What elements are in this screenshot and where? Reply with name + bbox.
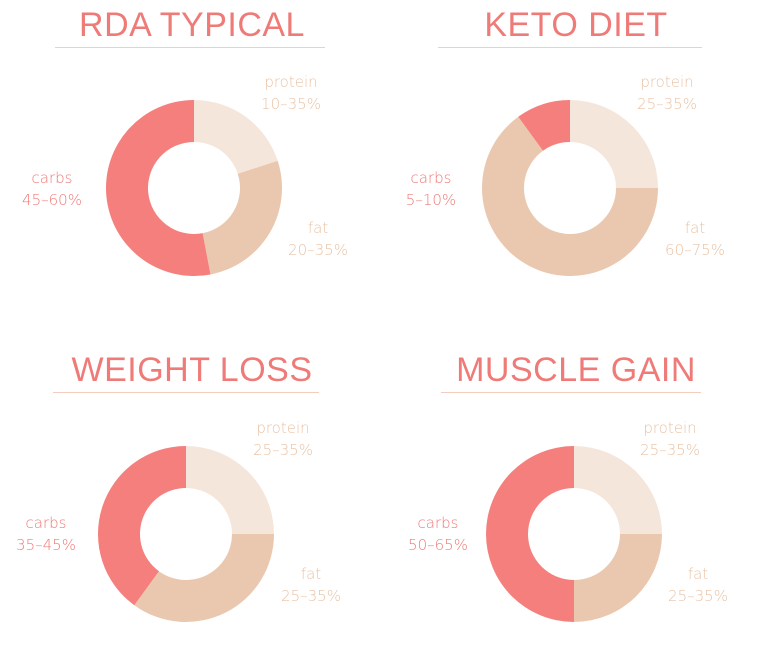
fat-label: fat 25–35% bbox=[653, 563, 743, 607]
segment-range: 5–10% bbox=[405, 191, 457, 209]
segment-name: protein bbox=[643, 419, 697, 437]
title-underline bbox=[438, 47, 702, 48]
protein-label: protein 25–35% bbox=[238, 417, 328, 461]
segment-name: carbs bbox=[25, 514, 67, 532]
carbs-slice bbox=[98, 446, 186, 606]
fat-label: fat 20–35% bbox=[273, 217, 363, 261]
protein-slice bbox=[574, 446, 662, 534]
segment-name: fat bbox=[687, 565, 709, 583]
segment-name: fat bbox=[307, 219, 329, 237]
fat-slice bbox=[574, 534, 662, 622]
fat-label: fat 60–75% bbox=[650, 217, 740, 261]
segment-range: 25–35% bbox=[668, 587, 728, 605]
protein-slice bbox=[570, 100, 658, 188]
donut-chart bbox=[98, 446, 274, 622]
protein-label: protein 25–35% bbox=[622, 71, 712, 115]
chart-muscle-gain: MUSCLE GAIN protein 25–35% fat 25–35% ca… bbox=[384, 345, 768, 670]
chart-title: MUSCLE GAIN bbox=[456, 351, 696, 389]
protein-label: protein 10–35% bbox=[246, 71, 336, 115]
title-underline bbox=[441, 392, 701, 393]
segment-range: 10–35% bbox=[261, 95, 321, 113]
chart-weight-loss: WEIGHT LOSS protein 25–35% fat 25–35% ca… bbox=[0, 345, 384, 670]
fat-slice bbox=[482, 116, 658, 276]
donut-chart bbox=[486, 446, 662, 622]
chart-keto-diet: KETO DIET protein 25–35% fat 60–75% carb… bbox=[384, 0, 768, 325]
segment-range: 25–35% bbox=[253, 441, 313, 459]
carbs-label: carbs 35–45% bbox=[1, 512, 91, 556]
segment-range: 20–35% bbox=[288, 241, 348, 259]
fat-label: fat 25–35% bbox=[266, 563, 356, 607]
segment-name: protein bbox=[256, 419, 310, 437]
carbs-slice bbox=[486, 446, 574, 622]
segment-name: carbs bbox=[31, 169, 73, 187]
donut-chart bbox=[482, 100, 658, 276]
donut-chart bbox=[106, 100, 282, 276]
segment-range: 25–35% bbox=[281, 587, 341, 605]
chart-title: RDA TYPICAL bbox=[79, 6, 305, 44]
protein-slice bbox=[186, 446, 274, 534]
carbs-label: carbs 5–10% bbox=[386, 167, 476, 211]
carbs-label: carbs 45–60% bbox=[7, 167, 97, 211]
segment-range: 60–75% bbox=[665, 241, 725, 259]
chart-rda-typical: RDA TYPICAL protein 10–35% fat 20–35% ca… bbox=[0, 0, 384, 325]
protein-label: protein 25–35% bbox=[625, 417, 715, 461]
segment-range: 35–45% bbox=[16, 536, 76, 554]
title-underline bbox=[55, 47, 325, 48]
segment-name: fat bbox=[300, 565, 322, 583]
title-underline bbox=[53, 392, 319, 393]
chart-title: WEIGHT LOSS bbox=[71, 351, 313, 389]
carbs-slice bbox=[518, 100, 570, 151]
segment-name: carbs bbox=[417, 514, 459, 532]
segment-name: carbs bbox=[410, 169, 452, 187]
chart-title: KETO DIET bbox=[484, 6, 668, 44]
fat-slice bbox=[202, 160, 282, 275]
carbs-label: carbs 50–65% bbox=[393, 512, 483, 556]
fat-slice bbox=[134, 534, 274, 622]
carbs-slice bbox=[106, 100, 211, 276]
macro-ratio-infographic: { "colors": { "title": "#ef7b78", "rule"… bbox=[0, 0, 768, 622]
segment-range: 45–60% bbox=[22, 191, 82, 209]
segment-range: 25–35% bbox=[637, 95, 697, 113]
segment-range: 50–65% bbox=[408, 536, 468, 554]
segment-name: fat bbox=[684, 219, 706, 237]
segment-range: 25–35% bbox=[640, 441, 700, 459]
segment-name: protein bbox=[264, 73, 318, 91]
segment-name: protein bbox=[640, 73, 694, 91]
protein-slice bbox=[194, 100, 278, 174]
